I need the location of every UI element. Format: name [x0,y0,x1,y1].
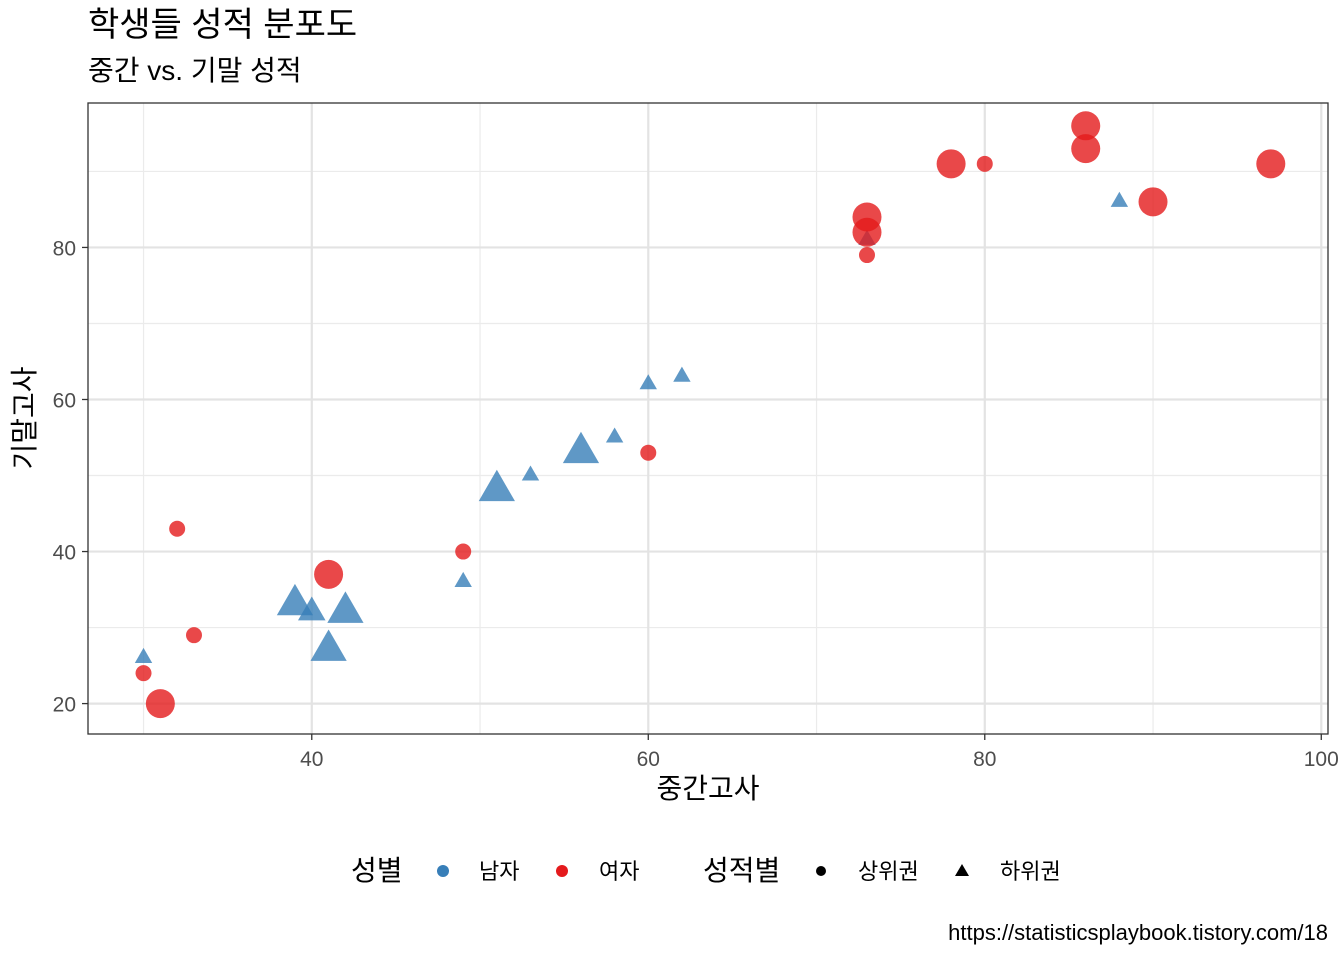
x-tick-label: 100 [1304,748,1339,771]
data-point-triangle [673,366,691,382]
plot-panel [87,102,1329,735]
data-point-circle [455,543,472,560]
chart-subtitle: 중간 vs. 기말 성적 [88,55,302,86]
data-point-triangle [276,583,314,616]
axis-layer: 40 60 80 100 20 40 60 80 [53,237,1339,771]
points-layer [134,111,1286,719]
legend-label-lower: 하위권 [1000,859,1061,884]
legend-key-female [556,865,568,877]
data-point-triangle [605,427,624,443]
y-tick-label: 80 [53,237,76,260]
legend-label-female: 여자 [599,859,639,884]
data-point-circle [976,155,993,172]
data-point-circle [1138,187,1168,217]
chart-caption: https://statisticsplaybook.tistory.com/1… [948,920,1328,945]
data-point-triangle [562,431,600,464]
y-tick-label: 60 [53,389,76,412]
x-tick-label: 60 [637,748,660,771]
data-point-circle [852,217,882,247]
legend-shape-title: 성적별 [703,855,780,886]
data-point-circle [169,520,186,537]
data-point-triangle [478,469,515,502]
y-tick-label: 20 [53,694,76,717]
x-tick-label: 40 [300,748,323,771]
legend: 성별 남자 여자 성적별 상위권 하위권 [351,855,1061,886]
data-point-triangle [327,591,364,623]
data-point-triangle [1110,191,1129,207]
data-point-circle [936,149,966,179]
legend-label-male: 남자 [479,859,519,884]
y-axis-title: 기말고사 [9,366,40,469]
data-point-triangle [310,629,347,661]
grid-layer [88,103,1328,734]
legend-color-title: 성별 [351,855,403,886]
chart-title: 학생들 성적 분포도 [88,6,357,44]
y-tick-label: 40 [53,542,76,565]
x-tick-label: 80 [973,748,996,771]
data-point-circle [185,627,202,644]
data-point-circle [314,559,344,589]
data-point-circle [858,247,875,264]
legend-key-male [437,865,449,877]
data-point-circle [145,689,175,719]
data-point-circle [1256,149,1286,179]
data-point-triangle [454,571,472,587]
data-point-triangle [134,647,153,663]
data-point-triangle [297,596,326,621]
legend-key-lower [955,864,969,876]
legend-key-upper [816,866,826,876]
data-point-circle [1071,134,1101,164]
legend-label-upper: 상위권 [858,859,919,884]
data-point-triangle [639,374,657,390]
data-point-circle [135,665,152,682]
data-point-circle [640,444,657,461]
data-point-circle [1071,111,1101,141]
data-point-triangle [521,465,540,481]
x-axis-title: 중간고사 [656,773,759,804]
